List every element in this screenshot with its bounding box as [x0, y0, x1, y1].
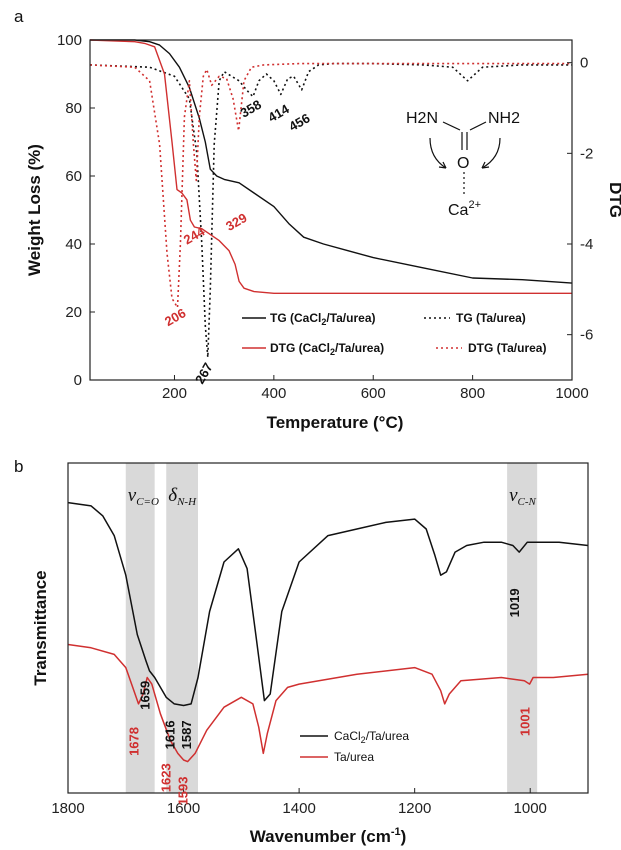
y2-tick-label: -2: [580, 145, 593, 162]
peak-label-1678: 1678: [126, 727, 141, 756]
inset-left-group: H2N: [406, 110, 438, 127]
x-tick-label: 1200: [398, 800, 431, 817]
x-tick-label: 200: [162, 385, 187, 402]
legend-tg-ta: TG (Ta/urea): [456, 311, 526, 325]
panel-b-xlabel: Wavenumber (cm-1): [250, 826, 407, 846]
legend-cacl2: CaCl2/Ta/urea: [334, 729, 409, 745]
peak-label-1001: 1001: [518, 707, 533, 736]
y2-tick-label: -6: [580, 327, 593, 344]
peak-label-329: 329: [223, 210, 249, 234]
peak-label-1659: 1659: [137, 681, 152, 710]
panel-b-legend: CaCl2/Ta/urea Ta/urea: [300, 729, 409, 764]
panel-a-y2label: DTG: [606, 182, 621, 218]
band-c-o: [125, 463, 155, 793]
y2-tick-label: -4: [580, 236, 593, 253]
panel-a-legend: TG (CaCl2/Ta/urea) TG (Ta/urea) DTG (CaC…: [242, 311, 546, 357]
band-label-c-o: vC=O: [128, 485, 159, 508]
panel-a-ylabel: Weight Loss (%): [25, 144, 44, 276]
series-line-dtg-ta-urea: [89, 62, 572, 309]
y-tick-label: 80: [65, 100, 82, 117]
x-tick-label: 1800: [51, 800, 84, 817]
inset-arrow-right: [481, 137, 501, 169]
y2-tick-label: 0: [580, 55, 588, 72]
peak-label-1593: 1593: [176, 777, 191, 806]
x-tick-label: 400: [261, 385, 286, 402]
legend-dtg-cacl2: DTG (CaCl2/Ta/urea): [270, 341, 384, 357]
series-line-cacl2-ta-urea: [67, 501, 589, 707]
band-label-c-n: vC-N: [509, 485, 536, 508]
series-line-dtg-cacl2-ta-urea: [89, 39, 572, 294]
peak-label-244: 244: [181, 223, 208, 247]
x-tick-label: 1000: [514, 800, 547, 817]
x-tick-label: 600: [361, 385, 386, 402]
band-c-n: [507, 463, 538, 793]
panel-b-ylabel: Transmittance: [31, 570, 50, 685]
inset-arrow-left: [429, 137, 447, 169]
x-tick-label: 800: [460, 385, 485, 402]
y-tick-label: 20: [65, 304, 82, 321]
series-line-tg-ta-urea: [89, 62, 572, 359]
band-label-n-h: δN-H: [168, 485, 197, 508]
urea-calcium-inset: H2N NH2 O Ca2+: [406, 110, 520, 219]
legend-tg-cacl2: TG (CaCl2/Ta/urea): [270, 311, 375, 327]
y-tick-label: 60: [65, 168, 82, 185]
panel-a-xlabel: Temperature (°C): [267, 413, 404, 432]
band-n-h: [166, 463, 198, 793]
legend-dtg-ta: DTG (Ta/urea): [468, 341, 546, 355]
inset-ion: Ca2+: [448, 199, 481, 219]
peak-label-206: 206: [162, 305, 188, 329]
panel-b-label: b: [14, 457, 23, 476]
series-line-tg-cacl2-ta-urea: [90, 39, 573, 284]
series-line-ta-urea: [67, 643, 589, 763]
peak-label-1616: 1616: [162, 720, 177, 749]
inset-right-group: NH2: [488, 110, 520, 127]
peak-label-1623: 1623: [158, 763, 173, 792]
x-tick-label: 1000: [555, 385, 588, 402]
y-tick-label: 40: [65, 236, 82, 253]
y-tick-label: 100: [57, 32, 82, 49]
peak-label-358: 358: [238, 97, 264, 121]
legend-ta: Ta/urea: [334, 750, 374, 764]
peak-label-267: 267: [192, 360, 216, 386]
peak-label-1587: 1587: [179, 720, 194, 749]
panel-a-frame: [89, 39, 573, 381]
inset-oxygen: O: [457, 155, 469, 172]
panel-a-label: a: [14, 7, 24, 26]
peak-label-1019: 1019: [507, 588, 522, 617]
y-tick-label: 0: [74, 372, 82, 389]
panel-b-frame: [67, 462, 589, 794]
panel-b: b vC=O δN-H vC-N 1800 1600 1400 1200 1000 1659…: [14, 457, 589, 846]
x-tick-label: 1600: [167, 800, 200, 817]
x-tick-label: 1400: [282, 800, 315, 817]
